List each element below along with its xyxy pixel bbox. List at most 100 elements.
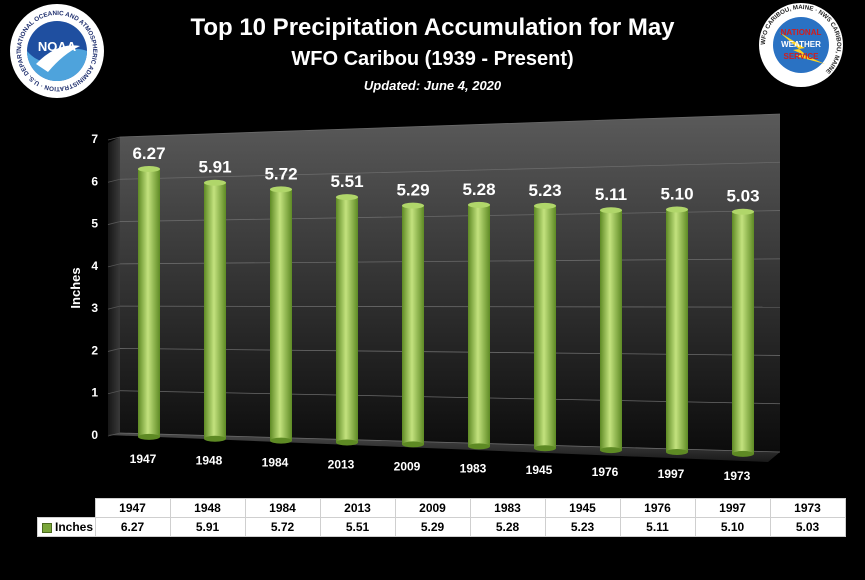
bar	[138, 166, 160, 440]
x-tick-label: 1997	[658, 467, 685, 481]
bar	[270, 186, 292, 444]
chart-subtitle: WFO Caribou (1939 - Present)	[291, 48, 574, 70]
data-table: 1947 1948 1984 2013 2009 1983 1945 1976 …	[37, 498, 846, 537]
data-label: 5.28	[462, 180, 495, 199]
bar-base	[666, 449, 688, 456]
bar-body	[138, 169, 160, 437]
bar-base	[138, 433, 160, 440]
bar-top	[204, 179, 226, 186]
bar-body	[666, 209, 688, 453]
table-cell: 1976	[619, 498, 696, 518]
bar-top	[138, 166, 160, 173]
x-tick-label: 1983	[460, 461, 487, 475]
bar-body	[204, 182, 226, 439]
table-cell: 5.72	[244, 517, 321, 537]
table-cell: 5.28	[469, 517, 546, 537]
x-axis-labels: 1947 1948 1984 2013 2009 1983 1945 1976 1997 1973	[130, 452, 751, 483]
y-axis-label: Inches	[68, 267, 83, 308]
bar-body	[468, 204, 490, 447]
x-tick-label: 1948	[196, 454, 223, 468]
x-tick-label: 1976	[592, 465, 619, 479]
bar-base	[534, 445, 556, 452]
bar	[666, 206, 688, 456]
table-cell: 5.51	[319, 517, 396, 537]
gridline-side	[107, 305, 121, 310]
bar	[732, 208, 754, 457]
svg-text:NATIONAL: NATIONAL	[781, 28, 822, 37]
bar-base	[204, 435, 226, 442]
bar-base	[732, 450, 754, 457]
bar-top	[336, 194, 358, 201]
data-label: 5.10	[660, 185, 693, 204]
bar-body	[402, 205, 424, 445]
bar-body	[600, 210, 622, 451]
y-axis-ticks: 0 1 2 3 4 5 6 7	[91, 132, 98, 442]
gridline-side	[107, 178, 121, 183]
x-tick-label: 1947	[130, 452, 157, 466]
bar	[468, 201, 490, 450]
bar-top	[402, 202, 424, 209]
data-label: 5.11	[595, 185, 627, 204]
bar-top	[534, 202, 556, 209]
gridline	[119, 113, 781, 138]
updated-date: Updated: June 4, 2020	[363, 78, 502, 93]
bar-top	[666, 206, 688, 213]
y-tick-label: 2	[91, 343, 98, 357]
bar	[534, 202, 556, 452]
y-tick-label: 3	[91, 301, 98, 315]
svg-text:WEATHER: WEATHER	[781, 40, 821, 49]
y-tick-label: 5	[91, 217, 98, 231]
data-table-header: 1947 1948 1984 2013 2009 1983 1945 1976 …	[38, 498, 846, 518]
x-tick-label: 1945	[526, 463, 553, 477]
data-label: 5.29	[396, 181, 429, 200]
bar	[600, 207, 622, 454]
x-tick-label: 2013	[328, 458, 355, 472]
gridline	[119, 161, 781, 180]
bar-body	[336, 197, 358, 443]
bar-body	[270, 189, 292, 441]
gridline-side	[107, 221, 121, 225]
bar-base	[270, 437, 292, 444]
side-wall	[108, 137, 120, 435]
x-tick-label: 2009	[394, 459, 421, 473]
table-cell: 5.03	[769, 517, 846, 537]
y-tick-label: 1	[91, 386, 98, 400]
data-table-row: Inches 6.27 5.91 5.72 5.51 5.29 5.28 5.2…	[37, 517, 846, 537]
bar-body	[534, 205, 556, 449]
x-tick-label: 1984	[262, 456, 289, 470]
table-cell: 2009	[394, 498, 471, 518]
table-cell: 5.10	[694, 517, 771, 537]
data-label: 5.23	[528, 181, 561, 200]
table-cell: 6.27	[94, 517, 171, 537]
chart-title: Top 10 Precipitation Accumulation for Ma…	[190, 14, 675, 41]
bar-base	[468, 443, 490, 450]
gridline-side	[107, 348, 121, 352]
data-label: 6.27	[132, 144, 165, 163]
gridline-side	[107, 432, 121, 437]
bar-body	[732, 211, 754, 454]
bar-top	[600, 207, 622, 214]
bar-chart: 0 1 2 3 4 5 6 7 Inches 6.27 5.91 5.72 5.51 5.29 5.28…	[68, 113, 781, 483]
table-cell: 1997	[694, 498, 771, 518]
gridline-side	[107, 390, 121, 395]
table-cell: 5.11	[619, 517, 696, 537]
bar	[204, 179, 226, 442]
legend-label: Inches	[55, 520, 94, 534]
gridline-side	[107, 136, 121, 141]
y-tick-label: 4	[91, 259, 98, 273]
table-cell: 5.23	[544, 517, 621, 537]
bar-top	[270, 186, 292, 193]
svg-text:NOAA: NOAA	[38, 39, 77, 54]
svg-text:SERVICE: SERVICE	[784, 52, 820, 61]
table-cell: 2013	[319, 498, 396, 518]
bar-top	[732, 208, 754, 215]
noaa-logo: NOAA NATIONAL OCEANIC AND ATMOSPHERIC AD…	[5, 0, 106, 100]
bar-top	[468, 201, 490, 208]
table-cell: 1945	[544, 498, 621, 518]
table-cell: 5.29	[394, 517, 471, 537]
table-cell: 1984	[244, 498, 321, 518]
table-cell: 1947	[94, 498, 171, 518]
y-tick-label: 0	[91, 428, 98, 442]
legend-entry: Inches	[37, 517, 96, 537]
data-label: 5.91	[198, 158, 231, 177]
